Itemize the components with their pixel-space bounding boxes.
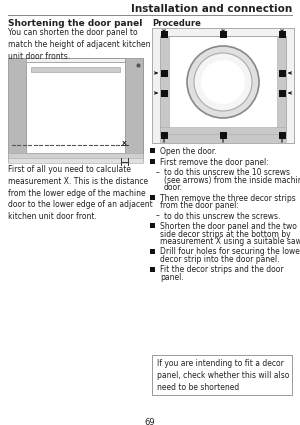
- Bar: [160, 36, 169, 135]
- Bar: [160, 90, 167, 96]
- Text: door.: door.: [164, 183, 183, 192]
- Bar: [125, 58, 143, 161]
- Text: side decor strips at the bottom by: side decor strips at the bottom by: [160, 230, 291, 238]
- Bar: [160, 31, 167, 37]
- Bar: [150, 266, 155, 272]
- Bar: [277, 36, 286, 135]
- Text: Fit the decor strips and the door: Fit the decor strips and the door: [160, 266, 284, 275]
- Bar: [150, 249, 155, 253]
- Text: Then remove the three decor strips: Then remove the three decor strips: [160, 193, 296, 202]
- Circle shape: [187, 46, 259, 118]
- Text: Drill four holes for securing the lower: Drill four holes for securing the lower: [160, 247, 300, 257]
- Bar: [278, 31, 286, 37]
- Text: –: –: [156, 212, 160, 221]
- Bar: [160, 127, 286, 135]
- Bar: [152, 28, 294, 143]
- Text: (see arrows) from the inside machine: (see arrows) from the inside machine: [164, 176, 300, 184]
- Text: Installation and connection: Installation and connection: [131, 4, 292, 14]
- Bar: [8, 58, 143, 161]
- Text: decor strip into the door panel.: decor strip into the door panel.: [160, 255, 280, 264]
- Bar: [150, 195, 155, 199]
- Bar: [31, 67, 120, 72]
- Bar: [8, 58, 26, 161]
- Bar: [220, 131, 226, 139]
- Text: from the door panel:: from the door panel:: [160, 201, 239, 210]
- Bar: [26, 62, 125, 153]
- Bar: [160, 131, 167, 139]
- Bar: [8, 153, 143, 161]
- Text: to do this unscrew the screws.: to do this unscrew the screws.: [164, 212, 280, 221]
- Text: Shortening the door panel: Shortening the door panel: [8, 19, 142, 28]
- Bar: [150, 148, 155, 153]
- Text: First remove the door panel:: First remove the door panel:: [160, 158, 269, 167]
- Bar: [278, 70, 286, 76]
- Text: to do this unscrew the 10 screws: to do this unscrew the 10 screws: [164, 168, 290, 177]
- Bar: [150, 159, 155, 164]
- Circle shape: [201, 60, 245, 104]
- Bar: [125, 58, 143, 161]
- Text: measurement X using a suitable saw.: measurement X using a suitable saw.: [160, 237, 300, 246]
- Text: –: –: [156, 168, 160, 177]
- Text: If you are intending to fit a decor
panel, check whether this will also
need to : If you are intending to fit a decor pane…: [157, 359, 290, 391]
- Bar: [8, 158, 143, 163]
- Text: Shorten the door panel and the two: Shorten the door panel and the two: [160, 222, 297, 231]
- Text: Procedure: Procedure: [152, 19, 201, 28]
- Text: First of all you need to calculate
measurement X. This is the distance
from the : First of all you need to calculate measu…: [8, 165, 153, 221]
- Text: panel.: panel.: [160, 273, 184, 282]
- Bar: [278, 131, 286, 139]
- Text: You can shorten the door panel to
match the height of adjacent kitchen
unit door: You can shorten the door panel to match …: [8, 28, 151, 61]
- Text: X: X: [122, 141, 127, 146]
- Text: Open the door.: Open the door.: [160, 147, 217, 156]
- Bar: [160, 36, 286, 135]
- Circle shape: [194, 53, 252, 111]
- Text: 69: 69: [145, 418, 155, 425]
- Bar: [220, 31, 226, 37]
- Bar: [278, 90, 286, 96]
- Bar: [160, 134, 286, 143]
- Bar: [8, 58, 26, 161]
- Bar: [150, 223, 155, 228]
- Bar: [152, 355, 292, 395]
- Bar: [160, 70, 167, 76]
